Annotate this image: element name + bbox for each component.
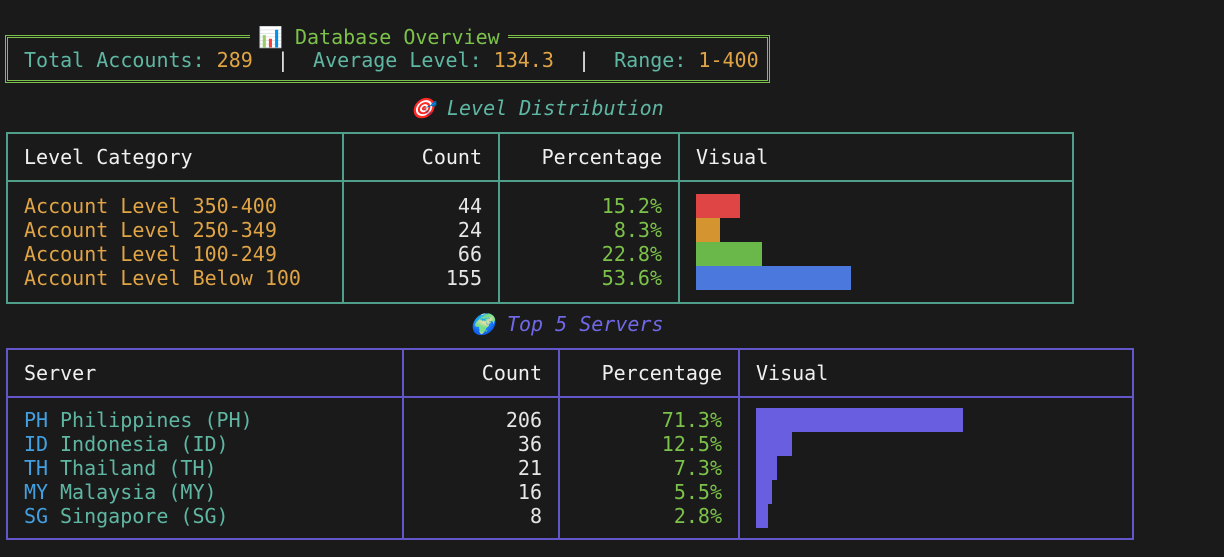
visual-bar [696,218,720,242]
column-header-visual: Visual [738,349,1133,397]
table-header-row: Server Count Percentage Visual [6,349,1133,397]
column-header-count: Count [402,349,559,397]
visual-bar [756,456,777,480]
server-percentage: 7.3% [673,456,722,480]
server-name: Philippines (PH) [60,408,253,432]
level-category: Account Level 100-249 [24,242,277,266]
server-count: 16 [517,480,542,504]
level-count: 66 [457,242,482,266]
overview-title: 📊 Database Overview [250,25,508,49]
level-category: Account Level Below 100 [24,266,301,290]
table-header-row: Level Category Count Percentage Visual [6,133,1073,181]
level-count: 24 [457,218,482,242]
level-percentage: 8.3% [613,218,662,242]
total-accounts-value: 289 [216,48,253,72]
table-body: Account Level 350-400 Account Level 250-… [6,181,1073,303]
range-label: Range: [614,48,687,72]
top-servers-title-text: Top 5 Servers [506,312,664,336]
level-distribution-title: 🎯 Level Distribution [410,96,664,120]
server-count: 8 [529,504,542,528]
level-distribution-table: Level Category Count Percentage Visual A… [6,132,1074,304]
server-name: Indonesia (ID) [60,432,229,456]
count-cell: 44 24 66 155 [342,181,499,303]
visual-cell [738,397,1133,539]
column-header-count: Count [342,133,499,181]
count-cell: 206 36 21 16 8 [402,397,559,539]
column-header-visual: Visual [678,133,1073,181]
separator: | [276,48,289,72]
level-category-cell: Account Level 350-400 Account Level 250-… [6,181,343,303]
column-header-level-category: Level Category [6,133,343,181]
visual-cell [678,181,1073,303]
level-category: Account Level 250-349 [24,218,277,242]
server-count: 36 [517,432,542,456]
server-row: MY Malaysia (MY) [24,480,386,504]
server-percentage: 5.5% [673,480,722,504]
average-level-value: 134.3 [493,48,554,72]
sg-flag-icon: SG [24,504,49,528]
table-body: PH Philippines (PH) ID Indonesia (ID) TH Th… [6,397,1133,539]
level-percentage: 15.2% [601,194,662,218]
ph-flag-icon: PH [24,408,49,432]
server-cell: PH Philippines (PH) ID Indonesia (ID) TH Th… [6,397,403,539]
percentage-cell: 15.2% 8.3% 22.8% 53.6% [498,181,679,303]
column-header-percentage: Percentage [558,349,739,397]
level-count: 44 [457,194,482,218]
visual-bar [756,504,768,528]
total-accounts-label: Total Accounts: [24,48,205,72]
server-percentage: 12.5% [661,432,722,456]
visual-bar [756,408,963,432]
level-percentage: 53.6% [601,266,662,290]
overview-title-text: Database Overview [294,25,500,49]
level-percentage: 22.8% [601,242,662,266]
percentage-cell: 71.3% 12.5% 7.3% 5.5% 2.8% [558,397,739,539]
top-servers-title: 🌍 Top 5 Servers [470,312,664,336]
server-count: 206 [505,408,542,432]
visual-bar [756,480,772,504]
server-row: TH Thailand (TH) [24,456,386,480]
globe-icon: 🌍 [470,312,495,336]
server-row: PH Philippines (PH) [24,408,386,432]
target-icon: 🎯 [410,96,435,120]
separator: | [577,48,591,72]
column-header-percentage: Percentage [498,133,679,181]
range-value: 1-400 [698,48,759,72]
server-name: Thailand (TH) [60,456,217,480]
server-name: Malaysia (MY) [60,480,217,504]
th-flag-icon: TH [24,456,49,480]
visual-bar [696,194,740,218]
server-row: SG Singapore (SG) [24,504,386,528]
level-count: 155 [445,266,482,290]
column-header-server: Server [6,349,403,397]
server-row: ID Indonesia (ID) [24,432,386,456]
server-name: Singapore (SG) [60,504,229,528]
server-count: 21 [517,456,542,480]
average-level-label: Average Level: [313,48,482,72]
server-percentage: 2.8% [673,504,722,528]
visual-bar [696,266,851,290]
chart-icon: 📊 [258,25,283,49]
overview-stats: Total Accounts: 289 | Average Level: 134… [24,48,759,72]
visual-bar [696,242,762,266]
top-servers-table: Server Count Percentage Visual PH Philipp… [6,348,1134,540]
my-flag-icon: MY [24,480,49,504]
id-flag-icon: ID [24,432,49,456]
level-category: Account Level 350-400 [24,194,277,218]
visual-bar [756,432,792,456]
server-percentage: 71.3% [661,408,722,432]
level-distribution-title-text: Level Distribution [446,96,664,120]
